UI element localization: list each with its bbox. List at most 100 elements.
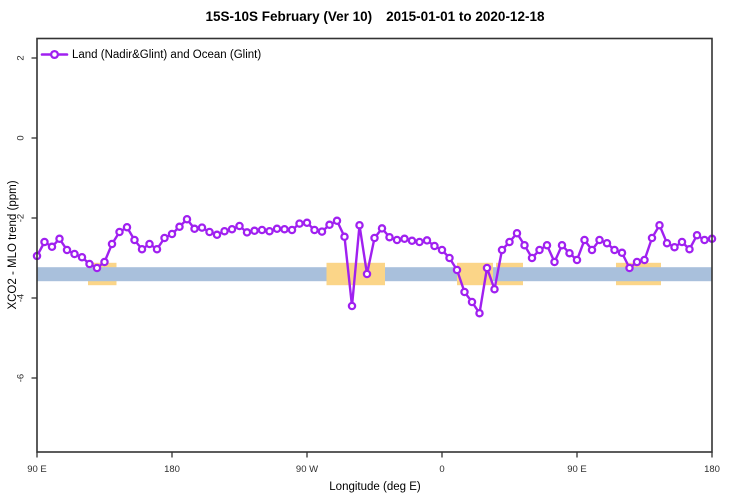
y-tick-label: 0 — [15, 135, 27, 141]
data-point-marker — [62, 245, 72, 255]
x-tick-label: 90 W — [295, 464, 319, 475]
data-point-marker — [77, 252, 87, 262]
data-point-marker — [100, 257, 109, 267]
data-point-marker — [625, 263, 634, 273]
data-point-marker — [310, 225, 319, 235]
data-point-marker — [437, 245, 447, 255]
blue-reference-band-segment — [385, 267, 457, 282]
data-point-marker — [662, 238, 672, 248]
data-point-marker — [527, 253, 537, 263]
data-point-marker — [152, 244, 162, 254]
data-point-marker — [617, 248, 627, 258]
data-point-marker — [325, 220, 334, 230]
data-point-marker — [640, 255, 649, 265]
data-point-marker — [400, 234, 409, 244]
data-point-marker — [632, 257, 642, 267]
y-tick-label: -6 — [15, 373, 27, 383]
data-point-marker — [257, 225, 267, 235]
data-point-marker — [452, 265, 462, 275]
data-point-marker — [235, 221, 244, 231]
data-point-marker — [677, 237, 687, 247]
data-point-marker — [347, 301, 357, 311]
data-point-marker — [692, 230, 702, 240]
data-point-marker — [250, 226, 259, 236]
data-point-marker — [175, 222, 184, 232]
data-point-marker — [85, 259, 94, 269]
chart-title-main: 15S-10S February (Ver 10) — [205, 9, 373, 24]
chart-title: 15S-10S February (Ver 10) 2015-01-01 to 2… — [0, 9, 750, 24]
legend: Land (Nadir&Glint) and Ocean (Glint) — [72, 49, 261, 61]
y-tick-label: -2 — [15, 213, 27, 223]
data-point-marker — [392, 235, 402, 245]
data-point-marker — [137, 244, 147, 254]
data-point-marker — [280, 224, 289, 234]
data-point-marker — [295, 219, 304, 228]
data-point-marker — [377, 224, 387, 233]
legend-marker-icon — [49, 49, 60, 60]
chart-title-dates: 2015-01-01 to 2020-12-18 — [386, 9, 545, 24]
data-point-marker — [227, 224, 237, 234]
data-point-marker — [535, 245, 544, 255]
data-point-marker — [602, 238, 612, 248]
data-point-marker — [550, 257, 559, 267]
data-point-marker — [490, 284, 499, 294]
data-point-marker — [302, 218, 312, 228]
data-point-marker — [340, 232, 349, 242]
data-point-marker — [47, 242, 57, 252]
data-point-marker — [107, 239, 117, 249]
blue-reference-band-segment — [493, 267, 712, 282]
data-point-marker — [430, 241, 439, 251]
data-point-marker — [197, 223, 207, 232]
data-point-marker — [317, 227, 327, 236]
data-point-marker — [580, 235, 589, 245]
data-point-marker — [370, 233, 379, 243]
data-point-marker — [700, 235, 709, 245]
data-point-marker — [332, 216, 342, 226]
data-point-marker — [122, 222, 132, 232]
data-point-marker — [362, 269, 372, 279]
data-point-marker — [115, 227, 124, 237]
data-point-marker — [385, 232, 394, 242]
data-point-marker — [520, 240, 529, 250]
data-point-marker — [670, 242, 679, 252]
data-point-marker — [130, 235, 139, 245]
data-point-marker — [220, 226, 229, 236]
data-point-marker — [160, 233, 169, 243]
data-point-marker — [512, 228, 522, 238]
data-point-marker — [272, 224, 282, 234]
data-point-marker — [265, 226, 274, 236]
data-point-marker — [565, 248, 574, 258]
data-point-marker — [587, 245, 597, 255]
data-point-marker — [467, 297, 477, 307]
x-tick-label: 90 E — [567, 464, 587, 475]
data-point-marker — [415, 237, 424, 247]
x-tick-label: 0 — [439, 464, 445, 475]
data-point-marker — [647, 233, 657, 243]
x-tick-label: 90 E — [27, 464, 47, 475]
data-point-marker — [205, 227, 214, 237]
x-axis-label: Longitude (deg E) — [329, 481, 421, 493]
data-point-marker — [167, 229, 177, 239]
data-point-marker — [482, 263, 492, 273]
y-axis-label: XCO2 - MLO trend (ppm) — [7, 180, 19, 310]
data-point-marker — [497, 245, 507, 255]
data-point-marker — [460, 287, 469, 297]
data-point-marker — [242, 228, 252, 237]
y-tick-label: 2 — [15, 55, 27, 61]
data-point-marker — [542, 240, 552, 250]
data-point-marker — [595, 235, 604, 245]
data-point-marker — [655, 220, 664, 230]
blue-reference-band-segment — [37, 267, 327, 282]
data-point-marker — [557, 240, 567, 250]
data-point-marker — [145, 239, 154, 249]
data-point-marker — [422, 236, 432, 245]
data-point-marker — [685, 244, 694, 254]
data-point-marker — [445, 253, 454, 263]
data-point-marker — [182, 214, 192, 224]
data-point-marker — [287, 225, 297, 235]
data-point-marker — [475, 308, 484, 318]
data-point-marker — [40, 237, 49, 247]
data-point-marker — [505, 237, 514, 247]
